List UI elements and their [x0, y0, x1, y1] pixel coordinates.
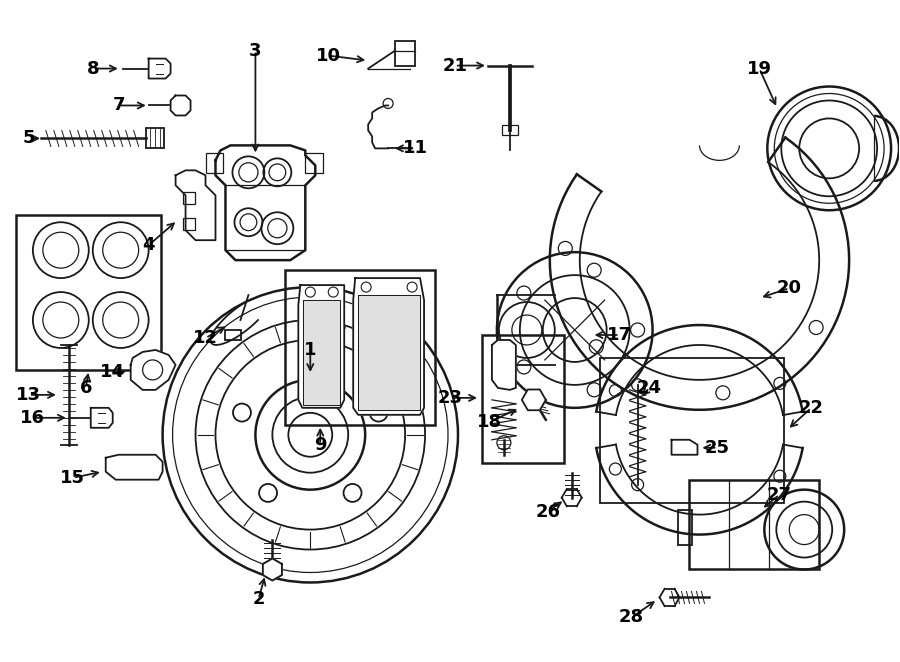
Polygon shape: [492, 340, 516, 390]
Bar: [183, 218, 194, 230]
Bar: [205, 154, 223, 173]
Bar: [183, 192, 194, 205]
Text: 5: 5: [22, 129, 35, 148]
Bar: [285, 270, 435, 425]
Polygon shape: [671, 440, 698, 455]
Polygon shape: [353, 278, 424, 415]
Text: 24: 24: [637, 379, 662, 397]
Bar: [305, 154, 323, 173]
Text: 12: 12: [193, 329, 218, 347]
Text: 18: 18: [477, 413, 502, 431]
Text: 19: 19: [747, 60, 772, 77]
Text: 22: 22: [798, 399, 824, 417]
Text: 28: 28: [619, 608, 644, 626]
Bar: [599, 358, 784, 502]
Polygon shape: [171, 95, 191, 115]
Bar: [502, 125, 518, 136]
Text: 2: 2: [252, 591, 265, 608]
Text: 16: 16: [21, 409, 45, 427]
Bar: [689, 480, 819, 569]
Bar: [395, 40, 415, 66]
Text: 17: 17: [608, 326, 632, 344]
Text: 7: 7: [112, 97, 125, 115]
Text: 1: 1: [304, 341, 317, 359]
Bar: [146, 128, 164, 148]
Text: 13: 13: [16, 386, 41, 404]
Bar: [16, 215, 160, 370]
Polygon shape: [148, 58, 171, 79]
Polygon shape: [130, 350, 176, 390]
Bar: [678, 510, 692, 545]
Text: 3: 3: [249, 42, 262, 60]
Text: 21: 21: [443, 56, 467, 75]
Polygon shape: [105, 455, 163, 480]
Text: 23: 23: [437, 389, 463, 407]
Text: 25: 25: [705, 439, 730, 457]
Polygon shape: [176, 170, 215, 240]
Text: 11: 11: [402, 140, 428, 158]
Polygon shape: [215, 146, 315, 260]
Text: 4: 4: [142, 236, 155, 254]
Text: 6: 6: [79, 379, 92, 397]
Text: 8: 8: [86, 60, 99, 77]
Text: 15: 15: [60, 469, 86, 487]
Bar: [482, 335, 563, 463]
Polygon shape: [91, 408, 112, 428]
Polygon shape: [303, 300, 340, 405]
Text: 20: 20: [777, 279, 802, 297]
Text: 26: 26: [536, 502, 561, 520]
Polygon shape: [522, 389, 545, 410]
Polygon shape: [263, 559, 282, 581]
Text: 10: 10: [316, 46, 341, 65]
Polygon shape: [298, 285, 344, 408]
Bar: [226, 330, 241, 340]
Text: 27: 27: [767, 486, 792, 504]
Polygon shape: [358, 295, 420, 410]
Text: 14: 14: [100, 363, 125, 381]
Text: 9: 9: [314, 436, 327, 453]
